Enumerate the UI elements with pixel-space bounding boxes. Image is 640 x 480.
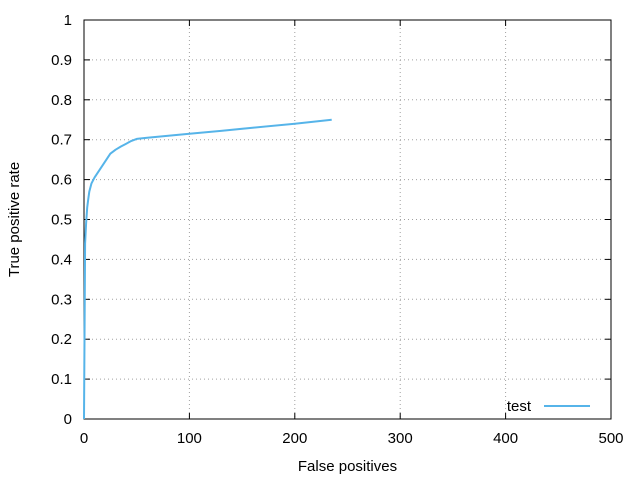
x-tick-label: 300: [388, 430, 413, 447]
x-tick-label: 200: [282, 430, 307, 447]
x-tick-label: 400: [493, 430, 518, 447]
series-line-test: [83, 118, 332, 420]
y-axis-label: True positive rate: [6, 162, 23, 277]
y-tick-label: 0.3: [51, 291, 72, 308]
y-tick-label: 1: [64, 12, 72, 29]
plot-frame: [83, 19, 612, 420]
y-tick-label: 0.1: [51, 371, 72, 388]
x-tick-label: 500: [598, 430, 623, 447]
y-tick-label: 0.8: [51, 92, 72, 109]
x-tick-label: 100: [177, 430, 202, 447]
axis-ticks: [83, 19, 612, 420]
y-tick-label: 0.7: [51, 132, 72, 149]
x-axis-label: False positives: [298, 458, 397, 475]
legend: test: [507, 398, 590, 415]
y-tick-label: 0.4: [51, 251, 72, 268]
y-tick-labels: 0 0.1 0.2 0.3 0.4 0.5 0.6 0.7 0.8 0.9 1: [51, 12, 72, 428]
y-tick-label: 0.9: [51, 52, 72, 69]
x-tick-label: 0: [80, 430, 88, 447]
y-tick-label: 0.6: [51, 172, 72, 189]
y-tick-label: 0: [64, 411, 72, 428]
grid-lines: [84, 20, 611, 419]
series-layer: [83, 118, 332, 420]
y-tick-label: 0.5: [51, 212, 72, 229]
x-tick-labels: 0 100 200 300 400 500: [80, 430, 624, 447]
legend-label-test: test: [507, 398, 532, 415]
y-tick-label: 0.2: [51, 331, 72, 348]
